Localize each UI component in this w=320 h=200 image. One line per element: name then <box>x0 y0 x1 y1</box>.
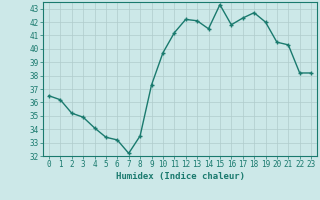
X-axis label: Humidex (Indice chaleur): Humidex (Indice chaleur) <box>116 172 244 181</box>
